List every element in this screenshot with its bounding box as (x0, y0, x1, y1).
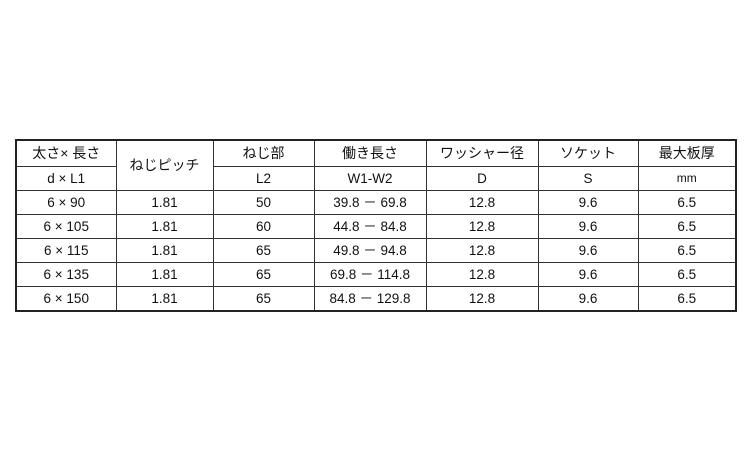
spec-table: 太さ× 長さ ねじピッチ ねじ部 働き長さ ワッシャー径 ソケット 最大板厚 d… (15, 139, 737, 312)
table-cell: 12.8 (425, 190, 539, 215)
table-cell: 6.5 (637, 286, 737, 312)
subheader-socket: S (537, 166, 639, 191)
subheader-size: d × L1 (15, 166, 117, 191)
table-cell: 6 × 105 (15, 214, 117, 239)
header-max-thickness: 最大板厚 (637, 139, 737, 167)
table-cell: 49.8 － 94.8 (313, 238, 427, 263)
table-row: 6 × 105 1.81 60 44.8 － 84.8 12.8 9.6 6.5 (15, 214, 737, 239)
header-size: 太さ× 長さ (15, 139, 117, 167)
table-cell: 9.6 (537, 262, 639, 287)
table-cell: 39.8 － 69.8 (313, 190, 427, 215)
header-working-length: 働き長さ (313, 139, 427, 167)
table-cell: 9.6 (537, 238, 639, 263)
table-row: 6 × 115 1.81 65 49.8 － 94.8 12.8 9.6 6.5 (15, 238, 737, 263)
table-cell: 12.8 (425, 238, 539, 263)
table-cell: 50 (212, 190, 315, 215)
table-cell: 60 (212, 214, 315, 239)
table-cell: 69.8 － 114.8 (313, 262, 427, 287)
table-cell: 6 × 90 (15, 190, 117, 215)
table-cell: 9.6 (537, 214, 639, 239)
table-cell: 12.8 (425, 262, 539, 287)
table-cell: 6.5 (637, 214, 737, 239)
header-row: 太さ× 長さ ねじピッチ ねじ部 働き長さ ワッシャー径 ソケット 最大板厚 (15, 139, 737, 191)
header-washer-diameter: ワッシャー径 (425, 139, 539, 167)
table-cell: 6.5 (637, 190, 737, 215)
table-row: 6 × 150 1.81 65 84.8 － 129.8 12.8 9.6 6.5 (15, 286, 737, 312)
table-cell: 1.81 (115, 214, 214, 239)
table-cell: 1.81 (115, 238, 214, 263)
table-cell: 6.5 (637, 262, 737, 287)
table-cell: 1.81 (115, 190, 214, 215)
table-cell: 9.6 (537, 286, 639, 312)
subheader-working-length: W1-W2 (313, 166, 427, 191)
table-cell: 6.5 (637, 238, 737, 263)
header-pitch: ねじピッチ (115, 139, 214, 191)
header-thread: ねじ部 (212, 139, 315, 167)
subheader-thread: L2 (212, 166, 315, 191)
table-row: 6 × 90 1.81 50 39.8 － 69.8 12.8 9.6 6.5 (15, 190, 737, 215)
table-cell: 6 × 135 (15, 262, 117, 287)
subheader-washer-diameter: D (425, 166, 539, 191)
table-cell: 6 × 115 (15, 238, 117, 263)
table-cell: 12.8 (425, 286, 539, 312)
table-cell: 44.8 － 84.8 (313, 214, 427, 239)
table-cell: 84.8 － 129.8 (313, 286, 427, 312)
table-cell: 1.81 (115, 286, 214, 312)
subheader-row: d × L1 L2 W1-W2 D S mm (15, 166, 737, 191)
table-cell: 65 (212, 286, 315, 312)
table-cell: 1.81 (115, 262, 214, 287)
table-cell: 9.6 (537, 190, 639, 215)
table-cell: 12.8 (425, 214, 539, 239)
table-cell: 65 (212, 262, 315, 287)
subheader-unit: mm (637, 166, 737, 191)
table-cell: 6 × 150 (15, 286, 117, 312)
table-cell: 65 (212, 238, 315, 263)
table-row: 6 × 135 1.81 65 69.8 － 114.8 12.8 9.6 6.5 (15, 262, 737, 287)
header-socket: ソケット (537, 139, 639, 167)
